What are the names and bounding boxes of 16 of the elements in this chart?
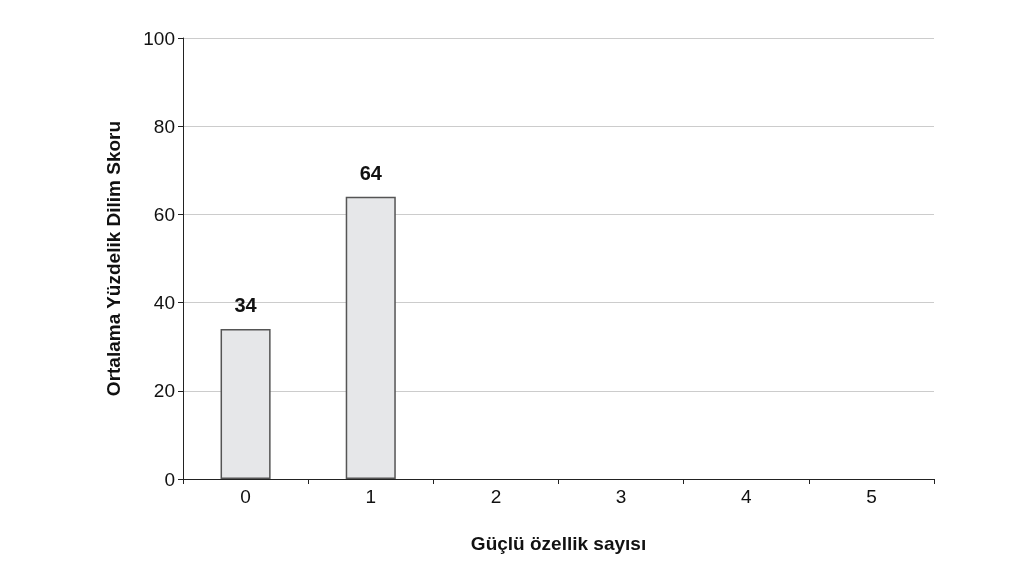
- y-tick-label: 100: [143, 27, 175, 49]
- y-tick-label: 60: [153, 203, 175, 225]
- y-tick-label: 40: [153, 292, 175, 314]
- data-label: 34: [234, 294, 258, 317]
- y-tick-label: 0: [164, 468, 175, 490]
- x-tick-label: 4: [740, 486, 752, 507]
- x-tick-label: 1: [365, 486, 377, 507]
- x-tick-label: 2: [490, 486, 502, 507]
- y-tick-label: 20: [153, 380, 175, 402]
- x-tick-label: 0: [240, 486, 251, 507]
- y-axis-title: Ortalama Yüzdelik Dilim Skoru: [103, 120, 124, 397]
- y-tick-label: 80: [153, 115, 175, 137]
- x-tick-label: 5: [866, 486, 877, 507]
- x-axis-title: Güçlü özellik sayısı: [470, 533, 647, 554]
- x-tick-label: 3: [615, 486, 627, 507]
- data-label: 64: [359, 161, 383, 184]
